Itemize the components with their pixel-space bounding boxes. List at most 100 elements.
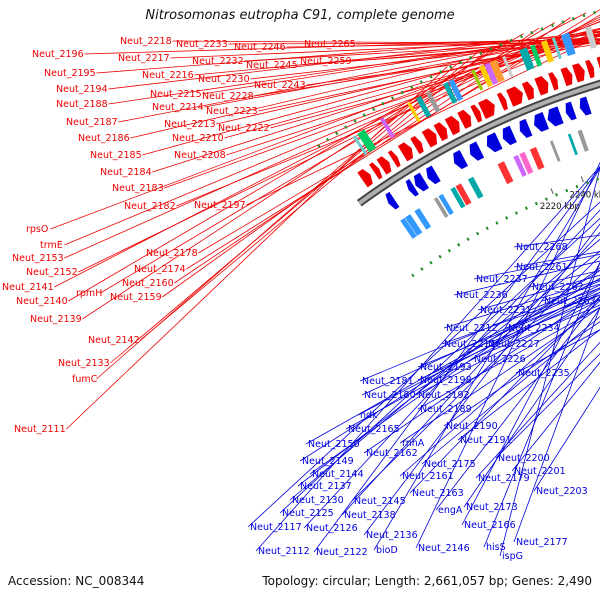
reverse-leader-line (485, 298, 600, 345)
reverse-gene-label: Neut_2262 (532, 282, 584, 293)
reverse-gene-label: Neut_2181 (362, 376, 414, 387)
forward-gene-label: Neut_2265 (304, 39, 356, 50)
kbp-tick (550, 188, 554, 195)
reverse-gene-label: Neut_2211 (444, 339, 496, 350)
reverse-leader-line (373, 167, 600, 551)
forward-gene-label: Neut_2174 (134, 264, 186, 275)
forward-gene-label: Neut_2159 (110, 292, 162, 303)
reverse-leader-line (289, 238, 600, 501)
forward-gene-arrow (585, 59, 595, 79)
reverse-gene-label: Neut_2122 (316, 547, 368, 558)
forward-gene-label: Neut_2187 (66, 117, 118, 128)
reverse-gene-label: Neut_2166 (464, 520, 516, 531)
reverse-gene-label: Neut_2130 (292, 495, 344, 506)
inner-category-block (513, 154, 527, 177)
forward-gene-label: Neut_2223 (206, 106, 258, 117)
forward-gene-label: Neut_2139 (30, 314, 82, 325)
reverse-gene-label: Neut_2138 (344, 510, 396, 521)
reverse-gene-label: Neut_2150 (308, 439, 360, 450)
reverse-gene-label: Neut_2193 (420, 362, 472, 373)
reverse-gene-label: Neut_2126 (306, 523, 358, 534)
forward-gene-label: Neut_2208 (174, 150, 226, 161)
reverse-gene-label: Neut_2212 (446, 323, 498, 334)
outer-category-block (584, 25, 598, 49)
outer-category-block (448, 79, 464, 102)
forward-gene-label: Neut_2195 (44, 68, 96, 79)
forward-gene-label: Neut_2215 (150, 89, 202, 100)
forward-gene-arrow (433, 122, 448, 142)
forward-gene-label: Neut_2214 (152, 102, 204, 113)
forward-gene-arrow (376, 156, 392, 175)
forward-gene-label: fumC (72, 374, 98, 385)
reverse-leader-line (443, 279, 600, 329)
outer-category-block (530, 44, 543, 67)
reverse-gene-arrow (426, 165, 441, 185)
outer-category-block (551, 37, 562, 60)
outer-category-block (502, 55, 514, 78)
forward-gene-arrow (397, 142, 414, 162)
reverse-leader-line (313, 166, 600, 553)
reverse-leader-line (279, 217, 600, 514)
forward-gene-label: Neut_2194 (56, 84, 108, 95)
reverse-gene-label: Neut_2179 (478, 473, 530, 484)
forward-leader-line (194, 36, 600, 76)
forward-leader-line (140, 45, 493, 341)
reverse-leader-line (463, 307, 600, 508)
inner-category-block (450, 186, 466, 209)
gene-features (352, 25, 600, 239)
reverse-gene-label: Neut_2201 (514, 466, 566, 477)
forward-gene-label: Neut_2141 (2, 282, 54, 293)
outer-category-block (443, 81, 458, 104)
reverse-leader-line (421, 316, 600, 465)
forward-leader-line (142, 28, 600, 156)
reverse-gene-arrow (405, 178, 419, 197)
outer-category-block (425, 90, 441, 113)
kbp-label: 2220 kbp (540, 202, 580, 212)
forward-leader-line (244, 40, 600, 62)
leader-lines (50, 9, 600, 557)
reverse-gene-label: Neut_2117 (250, 522, 302, 533)
accession-text: Accession: NC_008344 (8, 574, 145, 588)
reverse-gene-label: Neut_2163 (412, 488, 464, 499)
reverse-gene-label: Neut_2190 (446, 421, 498, 432)
reverse-gene-label: Neut_2198 (420, 375, 472, 386)
forward-gene-label: Neut_2216 (142, 70, 194, 81)
forward-leader-line (66, 66, 448, 430)
forward-leader-line (54, 12, 587, 288)
outer-category-block (484, 62, 499, 85)
inner-category-block (455, 183, 472, 206)
reverse-gene-arrow (453, 149, 469, 170)
inner-category-block (438, 193, 454, 216)
forward-gene-label: Neut_2160 (122, 278, 174, 289)
reverse-leader-line (409, 295, 600, 494)
forward-gene-label: rpsO (26, 224, 48, 235)
reverse-leader-line (473, 253, 600, 280)
inner-category-block (529, 146, 545, 170)
inner-category-block (497, 161, 514, 185)
reverse-leader-line (247, 201, 600, 528)
forward-gene-label: Neut_2111 (14, 424, 66, 435)
reverse-gene-label: hisS (486, 542, 506, 553)
forward-gene-label: Neut_2184 (100, 167, 152, 178)
forward-gene-label: Neut_2140 (16, 296, 68, 307)
forward-gene-label: Neut_2217 (118, 53, 170, 64)
reverse-gene-label: Neut_2112 (258, 546, 310, 557)
forward-gene-arrow (478, 98, 495, 119)
reverse-gene-label: Neut_2191 (460, 435, 512, 446)
forward-leader-line (226, 33, 600, 156)
reverse-gene-label: Neut_2149 (302, 456, 354, 467)
forward-leader-line (170, 39, 600, 59)
inner-category-block (404, 214, 423, 236)
reverse-gene-label: Neut_2175 (424, 459, 476, 470)
forward-gene-label: Neut_2183 (112, 183, 164, 194)
forward-leader-line (356, 38, 600, 45)
forward-gene-arrow (572, 63, 585, 83)
reverse-leader-line (477, 274, 600, 311)
forward-gene-arrow (421, 128, 438, 148)
forward-gene-arrow (357, 168, 373, 188)
reverse-leader-line (483, 261, 600, 548)
forward-gene-label: rpmH (76, 288, 102, 299)
forward-leader-line (110, 52, 478, 364)
forward-gene-label: Neut_2182 (124, 201, 176, 212)
reverse-gene-label: Neut_2165 (348, 424, 400, 435)
